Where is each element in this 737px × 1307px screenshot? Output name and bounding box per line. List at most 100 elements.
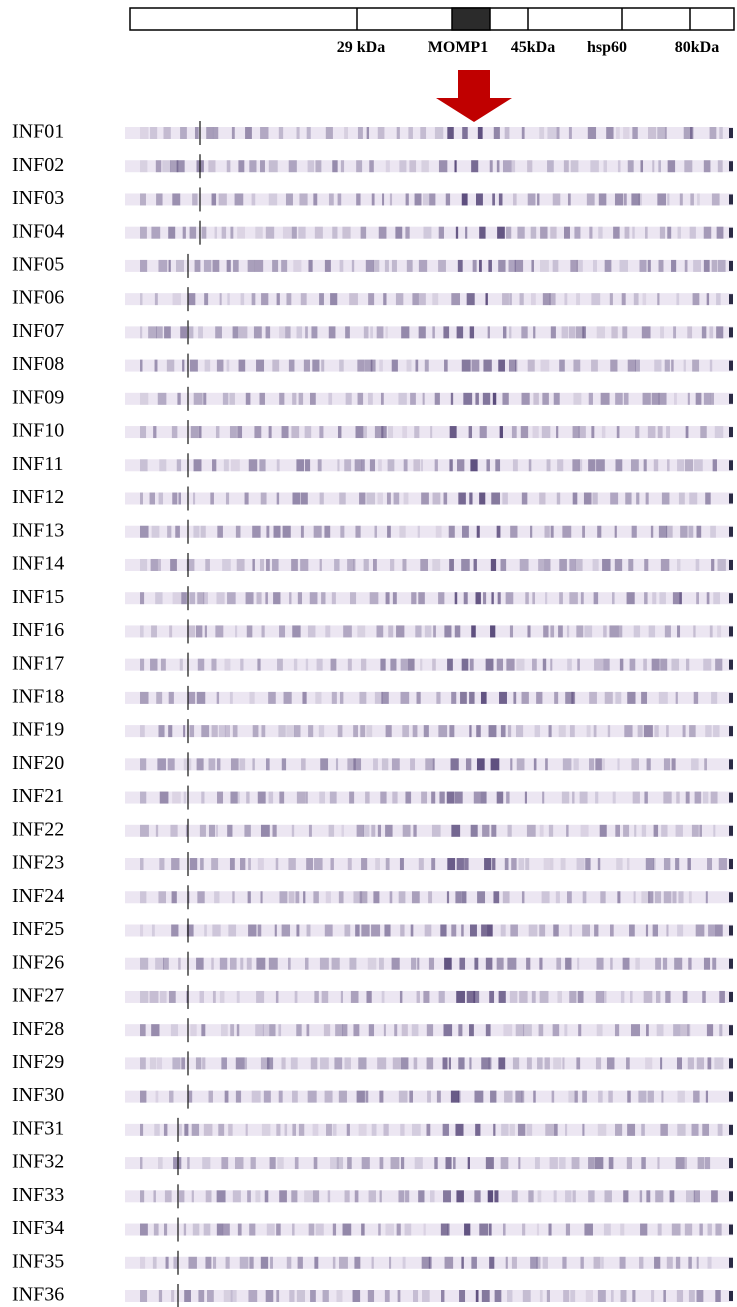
band [550,525,554,538]
band [574,1090,578,1103]
band [595,758,602,771]
band [332,1123,337,1136]
band [199,824,206,837]
strip [125,658,733,671]
band [692,293,700,306]
band [552,1024,560,1037]
band [558,625,563,638]
band [683,127,693,139]
band [418,858,424,871]
band [592,259,598,272]
band [201,1024,206,1037]
band [711,1190,718,1203]
band [252,525,261,538]
band [212,1256,217,1269]
band [212,127,219,139]
band [704,758,707,771]
band [553,924,559,937]
band [446,791,455,804]
band [385,858,390,871]
marker-bar [129,7,735,31]
band [485,658,494,671]
band [274,924,277,937]
band [660,658,668,671]
band [640,160,644,173]
band [565,1223,571,1236]
band [354,1190,359,1203]
band [140,293,143,306]
band [403,492,409,505]
band [388,625,394,638]
band [278,1090,283,1103]
band [502,160,512,173]
band [353,758,362,771]
band [461,924,464,937]
band [435,525,442,538]
band [443,1190,451,1203]
band [192,193,198,206]
band [246,957,252,970]
band [466,990,476,1003]
band [523,1024,532,1037]
band [200,525,206,538]
band [188,293,196,306]
band [461,525,469,538]
band [411,1024,419,1037]
band [537,1057,543,1070]
band [717,259,726,272]
band [526,824,536,837]
band [458,1090,461,1103]
band [379,1190,382,1203]
lane-label: INF20 [12,752,64,774]
lane-label: INF04 [12,220,64,242]
band [563,160,569,173]
band [632,791,640,804]
band [215,326,222,339]
band [264,1190,269,1203]
band [218,1123,225,1136]
band [238,359,246,372]
band [589,691,597,704]
band [324,924,333,937]
lane-label: INF29 [12,1051,64,1073]
band [645,1057,653,1070]
band [411,957,417,970]
band [140,1190,145,1203]
band [366,127,370,139]
band [298,226,306,239]
strip [125,891,733,904]
band [713,824,716,837]
band [190,426,199,439]
band [413,1057,418,1070]
end-mark [729,493,733,504]
band [679,193,683,206]
band [576,293,581,306]
band [598,1090,603,1103]
band [659,592,666,605]
band [542,1256,548,1269]
band [513,691,517,704]
band [355,426,364,439]
band [701,326,707,339]
band [465,758,472,771]
band [421,160,429,173]
band [483,592,487,605]
band [189,359,198,372]
band [596,459,605,472]
band [491,592,494,605]
band [571,1157,580,1170]
band [654,1256,661,1269]
band [539,957,543,970]
band [423,226,432,239]
band [423,990,430,1003]
band [296,459,305,472]
band [255,226,263,239]
band [660,558,670,571]
band [160,658,166,671]
band [217,525,223,538]
band [590,160,599,173]
band [568,326,576,339]
band [580,1256,584,1269]
band [396,127,400,139]
band [651,658,660,671]
